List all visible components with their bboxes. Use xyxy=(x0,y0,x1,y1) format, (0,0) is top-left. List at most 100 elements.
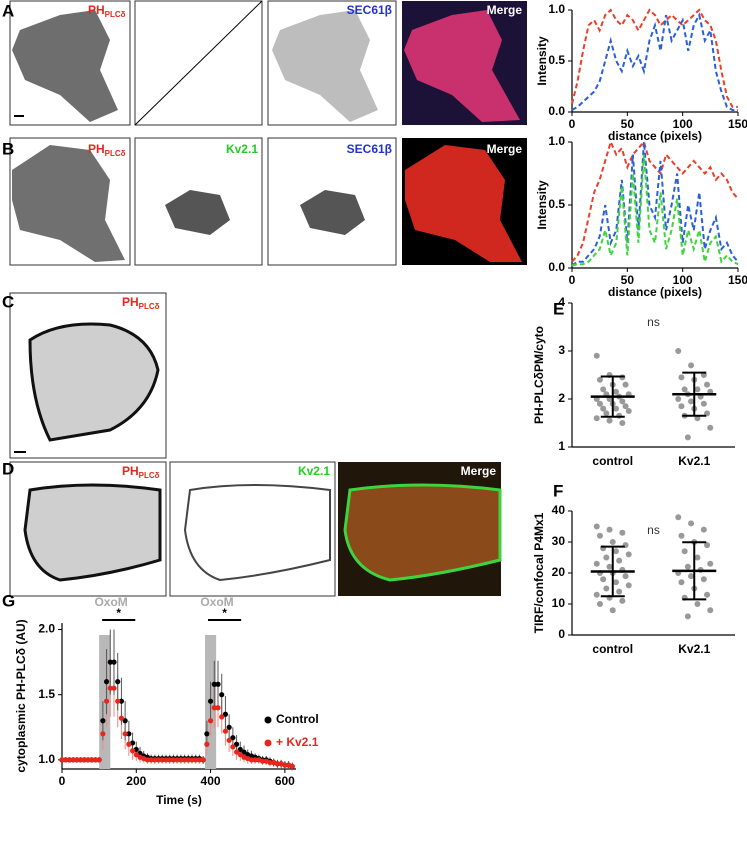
data-point xyxy=(603,585,610,592)
data-point xyxy=(233,749,240,755)
x-tick-label: 0 xyxy=(59,774,66,788)
stimulus-label: OxoM xyxy=(94,595,127,609)
image-row-cd xyxy=(9,292,502,597)
data-point xyxy=(688,362,695,369)
data-point xyxy=(622,403,629,410)
data-point xyxy=(684,434,691,441)
y-axis-title: Intensity xyxy=(535,36,549,86)
data-point xyxy=(596,400,603,407)
significance-star: * xyxy=(116,606,121,620)
image-label: Kv2.1 xyxy=(298,464,330,478)
data-point xyxy=(133,752,139,758)
data-point xyxy=(289,763,295,769)
data-point xyxy=(596,601,603,607)
data-point xyxy=(115,698,121,704)
profile-line xyxy=(571,12,738,111)
legend-label: + Kv2.1 xyxy=(276,735,319,749)
data-point xyxy=(600,386,607,393)
data-point xyxy=(603,554,610,561)
data-point xyxy=(118,698,125,704)
data-point xyxy=(170,757,177,763)
data-point xyxy=(700,400,707,407)
image-label: Kv2.1 xyxy=(226,142,258,156)
data-point xyxy=(593,415,600,422)
profile-line xyxy=(571,8,738,108)
data-point xyxy=(237,752,243,758)
y-tick-label: 4 xyxy=(558,295,565,309)
data-point xyxy=(63,757,69,763)
data-point xyxy=(259,758,266,764)
image-label: SEC61β xyxy=(347,3,392,17)
data-point xyxy=(122,731,128,737)
data-point xyxy=(189,757,195,763)
y-tick-label: 2.0 xyxy=(38,622,55,636)
significance-star: * xyxy=(222,606,227,620)
y-tick-label: 3 xyxy=(558,343,565,357)
data-point xyxy=(196,757,203,763)
cell xyxy=(23,483,162,582)
data-point xyxy=(622,573,629,580)
data-point xyxy=(625,551,632,558)
data-point xyxy=(694,386,701,393)
data-point xyxy=(274,761,281,767)
data-point xyxy=(115,679,121,685)
y-axis-title: PH-PLCδPM/cyto xyxy=(532,326,546,424)
image-label: PHPLCδ xyxy=(122,464,160,480)
cell xyxy=(343,483,502,582)
y-tick-label: 0.0 xyxy=(548,260,565,274)
empty-diagonal xyxy=(134,0,263,126)
y-tick-label: 1 xyxy=(558,439,565,453)
image-label: Merge xyxy=(487,3,523,17)
y-tick-label: 1.0 xyxy=(38,752,55,766)
data-point xyxy=(282,762,288,768)
x-tick-label: 150 xyxy=(728,273,747,287)
data-point xyxy=(609,607,616,614)
y-axis-title: cytoplasmic PH-PLCδ (AU) xyxy=(14,619,28,772)
data-point xyxy=(111,685,117,691)
legend-marker xyxy=(264,716,272,724)
x-axis-title: distance (pixels) xyxy=(608,285,702,299)
data-point xyxy=(185,757,191,763)
category-label: Kv2.1 xyxy=(678,454,710,468)
data-point xyxy=(684,613,691,620)
x-tick-label: 50 xyxy=(621,117,635,131)
cell xyxy=(404,10,520,122)
data-point xyxy=(612,388,619,395)
stimulus-label: OxoM xyxy=(200,595,233,609)
x-axis-title: Time (s) xyxy=(156,793,202,807)
y-tick-label: 30 xyxy=(552,534,566,548)
legend-marker xyxy=(264,739,272,747)
y-tick-label: 0.5 xyxy=(548,197,565,211)
data-point xyxy=(219,692,225,698)
data-point xyxy=(603,410,610,417)
y-tick-label: 1.0 xyxy=(548,134,565,148)
puncta xyxy=(165,190,230,235)
data-point xyxy=(222,711,229,717)
data-point xyxy=(207,718,214,724)
image-label: PHPLCδ xyxy=(122,295,160,311)
data-point xyxy=(688,573,695,580)
data-point xyxy=(619,420,626,426)
panel-label: F xyxy=(553,481,563,500)
panel-label: C xyxy=(2,292,14,311)
data-point xyxy=(704,542,711,549)
data-point xyxy=(619,597,626,604)
data-point xyxy=(111,659,117,665)
profile-line xyxy=(571,154,739,267)
data-point xyxy=(619,529,626,536)
data-point xyxy=(81,757,87,763)
y-tick-label: 20 xyxy=(552,565,566,579)
data-point xyxy=(681,386,688,393)
category-label: control xyxy=(592,642,633,656)
data-point xyxy=(226,737,232,743)
data-point xyxy=(92,757,99,763)
data-point xyxy=(100,731,106,737)
data-point xyxy=(622,381,629,388)
profile-line xyxy=(571,141,739,267)
data-point xyxy=(700,526,707,533)
data-point xyxy=(211,681,217,687)
panel-label: E xyxy=(553,299,564,318)
data-point xyxy=(700,576,707,583)
panel-label: B xyxy=(2,139,14,158)
significance-label: ns xyxy=(647,315,660,329)
